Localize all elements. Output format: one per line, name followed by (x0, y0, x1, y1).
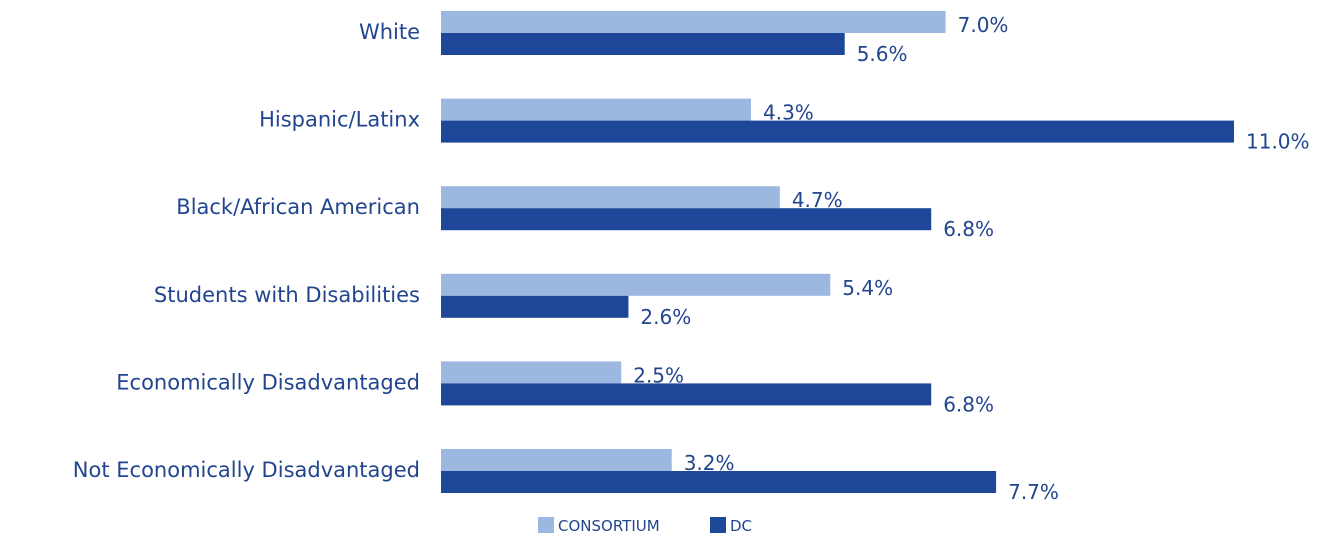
data-label-dc-black-african-american: 6.8% (943, 217, 994, 241)
data-label-dc-students-with-disabilities: 2.6% (640, 305, 691, 329)
bar-consortium-black-african-american (441, 186, 780, 209)
bar-consortium-economically-disadvantaged (441, 361, 622, 384)
bar-consortium-students-with-disabilities (441, 273, 831, 296)
category-label-students-with-disabilities: Students with Disabilities (154, 283, 420, 307)
bar-dc-students-with-disabilities (441, 295, 629, 318)
labels-layer: White 7.0% 5.6% Hispanic/Latinx 4.3% 11.0% Bla… (73, 13, 1310, 504)
data-label-dc-hispanic-latinx: 11.0% (1246, 130, 1310, 154)
legend-label-consortium: CONSORTIUM (558, 517, 660, 535)
legend-swatch-dc (710, 517, 726, 533)
legend: CONSORTIUM DC (538, 517, 752, 535)
data-label-consortium-white: 7.0% (958, 13, 1009, 37)
category-label-black-african-american: Black/African American (176, 195, 420, 219)
legend-swatch-consortium (538, 517, 554, 533)
bar-consortium-not-economically-disadvantaged (441, 449, 672, 471)
data-label-consortium-hispanic-latinx: 4.3% (763, 101, 814, 125)
data-label-dc-white: 5.6% (857, 42, 908, 66)
bar-dc-economically-disadvantaged (441, 383, 932, 406)
bar-dc-not-economically-disadvantaged (441, 471, 997, 493)
bar-dc-white (441, 33, 845, 55)
data-label-consortium-students-with-disabilities: 5.4% (842, 276, 893, 300)
bar-consortium-hispanic-latinx (441, 98, 751, 121)
legend-label-dc: DC (730, 517, 752, 535)
category-label-not-economically-disadvantaged: Not Economically Disadvantaged (73, 458, 420, 482)
category-label-white: White (359, 20, 420, 44)
data-label-dc-economically-disadvantaged: 6.8% (943, 392, 994, 416)
bar-dc-black-african-american (441, 208, 932, 231)
data-label-consortium-economically-disadvantaged: 2.5% (633, 363, 684, 387)
data-label-consortium-not-economically-disadvantaged: 3.2% (684, 451, 735, 475)
data-label-consortium-black-african-american: 4.7% (792, 188, 843, 212)
data-label-dc-not-economically-disadvantaged: 7.7% (1008, 480, 1059, 504)
category-label-hispanic-latinx: Hispanic/Latinx (259, 108, 420, 132)
bar-dc-hispanic-latinx (441, 120, 1234, 143)
bar-consortium-white (441, 11, 946, 33)
category-label-economically-disadvantaged: Economically Disadvantaged (116, 370, 420, 394)
bars-layer (441, 11, 1234, 493)
